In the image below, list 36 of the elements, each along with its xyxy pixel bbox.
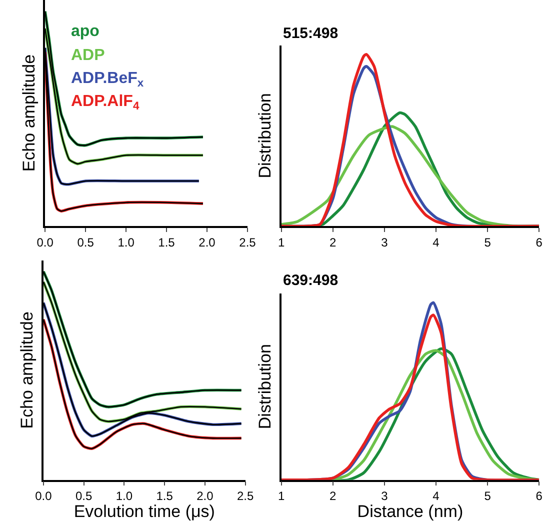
x-tick-label: 4	[432, 235, 440, 250]
x-tick-label: 1.0	[116, 488, 133, 503]
series-label: ADP.BeF$_{x}$	[71, 70, 144, 90]
chart-title: 515:498	[283, 25, 338, 42]
x-tick-label: 5	[484, 488, 492, 503]
x-tick-label: 0.0	[35, 488, 52, 503]
x-tick-label: 1	[278, 235, 285, 250]
x-tick-label: 1	[278, 488, 285, 503]
x-tick-label: 0.0	[36, 235, 54, 250]
chart-title: 639:498	[283, 272, 338, 289]
x-axis-title: Distance (nm)	[357, 502, 464, 521]
x-tick-label: 2.0	[198, 235, 216, 250]
x-tick-label: 1.5	[158, 235, 176, 250]
series-label: ADP.AlF$_{4}$	[71, 93, 140, 112]
series-label: apo	[71, 23, 100, 40]
x-tick-label: 2.5	[237, 488, 254, 503]
x-tick-label: 6	[536, 235, 543, 250]
y-axis-title: Echo amplitude	[18, 312, 37, 429]
series-label: ADP	[71, 47, 106, 64]
x-axis-title: Evolution time (μs)	[74, 502, 215, 521]
y-axis-title: Distribution	[256, 344, 275, 430]
x-tick-label: 5	[484, 235, 492, 250]
x-tick-label: 1.0	[118, 235, 135, 250]
x-tick-label: 2.5	[239, 235, 256, 250]
y-axis-title: Echo amplitude	[19, 54, 38, 172]
x-tick-label: 2.0	[196, 488, 214, 503]
x-tick-label: 3	[381, 235, 388, 250]
y-axis-title: Distribution	[256, 93, 275, 178]
x-tick-label: 2	[330, 488, 337, 503]
x-tick-label: 0.5	[77, 235, 94, 250]
x-tick-label: 1.5	[156, 488, 174, 503]
x-tick-label: 6	[536, 488, 543, 503]
x-tick-label: 0.5	[75, 488, 92, 503]
x-tick-label: 4	[432, 488, 440, 503]
x-tick-label: 3	[381, 488, 388, 503]
x-tick-label: 2	[330, 235, 337, 250]
